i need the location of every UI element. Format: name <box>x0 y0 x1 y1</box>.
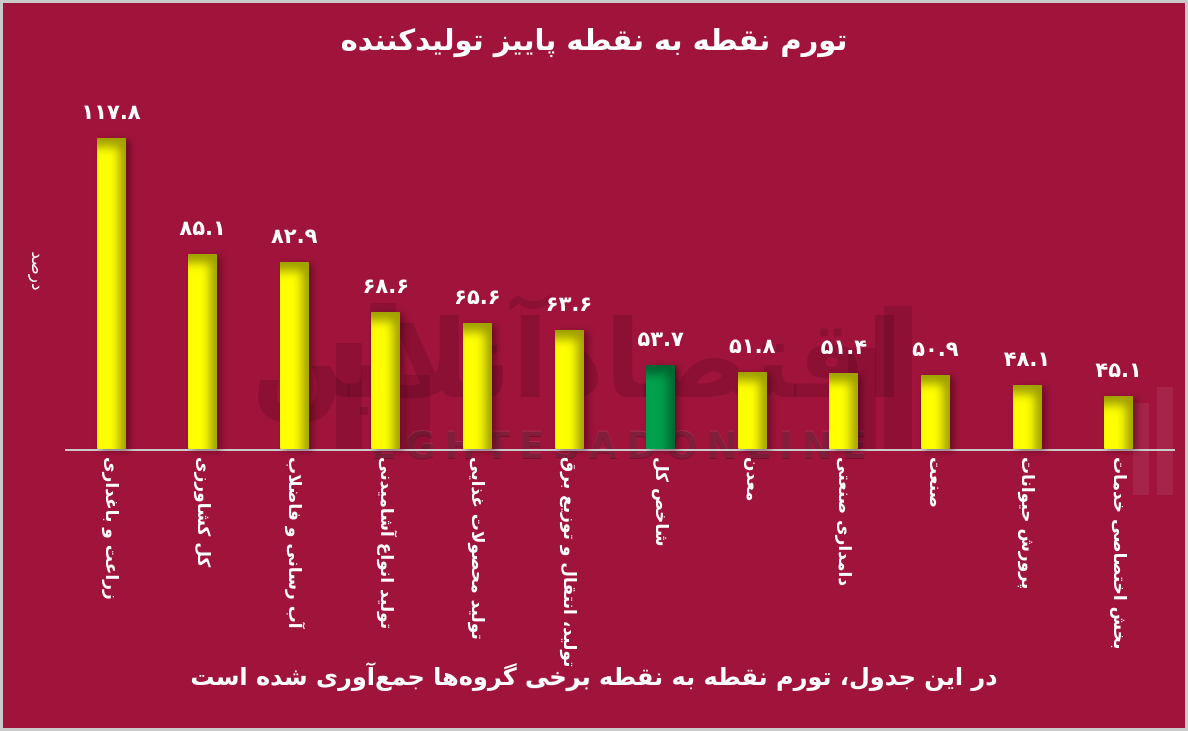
bar-value-label: ۵۰.۹ <box>912 337 959 361</box>
category-label: صنعت <box>925 457 946 508</box>
bar <box>96 138 126 449</box>
bar <box>1012 385 1042 449</box>
bar <box>554 330 584 449</box>
bar-value-label: ۶۳.۶ <box>545 292 593 316</box>
category-label: شاخص کل <box>650 457 671 547</box>
bar-value-label: ۵۱.۸ <box>728 334 776 358</box>
bar-value-label: ۵۳.۷ <box>637 327 684 351</box>
bar <box>371 312 401 449</box>
footnote: در این جدول، تورم نقطه به نقطه برخی گروه… <box>3 663 1185 691</box>
bar-value-label: ۶۸.۶ <box>362 274 410 298</box>
bar <box>920 375 950 449</box>
bar <box>279 262 309 449</box>
bar-value-label: ۵۱.۴ <box>820 335 868 359</box>
category-label: زراعت و باغداری <box>101 457 121 600</box>
bar-value-label: ۱۱۷.۸ <box>81 100 141 124</box>
bar-highlight <box>646 365 676 449</box>
category-label: آب رسانی و فاضلاب <box>284 457 305 629</box>
watermark-text-latin: EGHTESADONLINE <box>371 425 877 468</box>
category-label: معدن <box>742 457 763 502</box>
chart-title: تورم نقطه به نقطه پاییز تولیدکننده <box>340 23 848 57</box>
watermark-logo-bar <box>1157 387 1173 495</box>
footnote-bold-text: برخی <box>525 663 591 691</box>
bar <box>1104 396 1134 449</box>
category-label: تولید انواع آشامیدنی <box>375 457 396 630</box>
bar-value-label: ۸۵.۱ <box>179 216 226 240</box>
category-label: تولید محصولات غذایی <box>467 457 488 640</box>
bar-value-label: ۴۸.۱ <box>1003 347 1051 371</box>
bar-value-label: ۸۲.۹ <box>270 224 318 248</box>
y-axis-label: درصد <box>27 251 47 291</box>
category-label: پرورش حیوانات <box>1017 457 1037 590</box>
watermark-logo-bar <box>404 375 430 449</box>
category-label: تولید، انتقال و توزیع برق <box>559 457 579 668</box>
bar <box>737 372 767 449</box>
category-label: دامداری صنعتی <box>833 457 854 587</box>
bar-value-label: ۶۵.۶ <box>454 285 501 309</box>
category-label: کل کشاورزی <box>192 457 213 568</box>
watermark-logo-bar <box>336 343 362 449</box>
footnote-text: در این جدول، تورم نقطه به نقطه <box>590 663 998 691</box>
category-label: بخش اختصاصی خدمات <box>1108 457 1129 650</box>
bar-value-label: ۴۵.۱ <box>1095 358 1142 382</box>
bar <box>462 323 492 449</box>
x-axis-line <box>65 449 1175 451</box>
watermark-logo-bar <box>884 306 912 449</box>
footnote-text: گروه‌ها جمع‌آوری شده است <box>190 663 526 691</box>
bar <box>188 254 218 449</box>
bar <box>829 373 859 449</box>
